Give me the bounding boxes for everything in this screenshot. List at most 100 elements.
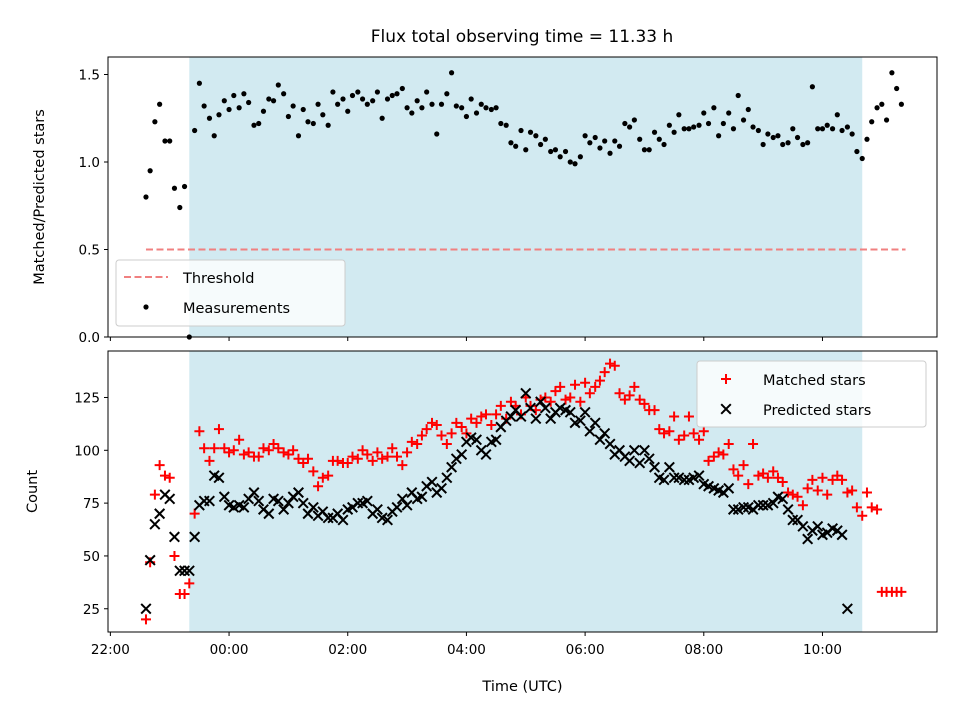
measurement-point	[424, 89, 430, 95]
predicted-star-point	[663, 461, 675, 473]
matched-star-point	[822, 489, 833, 500]
matched-star-point	[302, 453, 313, 464]
matched-star-point	[342, 457, 353, 468]
legend-predicted-marker	[720, 403, 732, 415]
measurement-point	[211, 133, 217, 139]
predicted-star-point	[168, 531, 180, 543]
predicted-star-point	[144, 554, 156, 566]
matched-star-point	[753, 470, 764, 481]
predicted-star-point	[738, 501, 750, 513]
matched-star-point	[491, 409, 502, 420]
x-tick-label: 04:00	[447, 642, 486, 658]
x-tick-label: 02:00	[328, 642, 367, 658]
matched-star-point	[184, 578, 195, 589]
measurement-point	[720, 120, 726, 127]
legend-matched-label: Matched stars	[763, 373, 866, 389]
measurement-point	[641, 147, 648, 153]
matched-star-point	[679, 430, 690, 441]
measurement-point	[839, 127, 845, 134]
predicted-star-point	[530, 413, 542, 425]
matched-star-point	[391, 451, 402, 462]
top-axis-ticks: 0.0 0.5 1.0 1.5	[79, 68, 823, 346]
matched-star-point	[317, 472, 328, 483]
matched-star-point	[851, 502, 862, 513]
measurement-point	[171, 185, 178, 191]
measurement-point	[780, 141, 786, 148]
measurement-point	[181, 183, 188, 190]
matched-star-point	[580, 377, 591, 388]
measurement-point	[527, 129, 534, 135]
matched-star-point	[456, 422, 467, 433]
measurement-point	[216, 112, 222, 118]
matched-star-point	[431, 419, 442, 430]
measurement-point	[459, 105, 465, 111]
bottom-y-tick-label: 25	[83, 602, 100, 618]
measurement-point	[340, 96, 346, 102]
measurement-point	[854, 148, 860, 155]
measurement-point	[147, 168, 153, 174]
measurement-point	[533, 133, 539, 139]
matched-star-point	[164, 472, 175, 483]
predicted-star-point	[594, 434, 606, 446]
matched-star-point	[599, 367, 610, 378]
predicted-star-point	[767, 497, 779, 509]
matched-star-point	[362, 449, 373, 460]
matched-star-point	[234, 434, 245, 445]
measurement-point	[275, 82, 281, 88]
matched-star-point	[783, 487, 794, 498]
matched-star-point	[253, 451, 264, 462]
matched-star-point	[762, 472, 773, 483]
matched-star-point	[159, 470, 170, 481]
matched-star-point	[733, 470, 744, 481]
matched-star-point	[194, 426, 205, 437]
predicted-star-point	[371, 503, 383, 515]
measurement-point	[320, 112, 326, 118]
matched-star-point	[698, 426, 709, 437]
predicted-star-point	[292, 487, 304, 499]
predicted-star-point	[723, 482, 735, 494]
matched-star-point	[866, 502, 877, 513]
measurement-point	[498, 120, 504, 127]
predicted-star-point	[322, 512, 334, 524]
measurement-point	[300, 106, 306, 113]
measurement-point	[562, 148, 569, 155]
predicted-star-point	[777, 493, 789, 505]
matched-star-point	[238, 449, 249, 460]
top-panel: 0.0 0.5 1.0 1.5 Matched/Predicted stars Thr…	[32, 56, 938, 346]
predicted-star-point	[649, 461, 661, 473]
measurement-point	[696, 122, 702, 128]
matched-star-point	[397, 460, 408, 471]
matched-star-point	[416, 430, 427, 441]
matched-star-point	[713, 447, 724, 458]
measurement-point	[755, 127, 761, 134]
measurement-point	[537, 141, 544, 148]
matched-star-point	[288, 445, 299, 456]
matched-star-point	[777, 476, 788, 487]
measurement-point	[394, 91, 400, 97]
x-tick-label: 22:00	[91, 642, 130, 658]
matched-star-point	[387, 443, 398, 454]
measurement-point	[315, 101, 321, 107]
matched-star-point	[590, 381, 601, 392]
matched-star-point	[629, 381, 640, 392]
predicted-star-point	[140, 603, 152, 615]
predicted-star-point	[525, 402, 537, 414]
predicted-star-point	[490, 434, 502, 446]
matched-star-point	[673, 434, 684, 445]
x-tick-label: 06:00	[566, 642, 605, 658]
predicted-star-point	[441, 472, 453, 484]
measurement-point	[800, 141, 806, 148]
measurement-point	[883, 117, 890, 123]
matched-star-point	[694, 434, 705, 445]
bottom-y-axis-label: Count	[25, 470, 41, 513]
matched-star-point	[406, 436, 417, 447]
matched-star-point	[683, 411, 694, 422]
measurement-point	[192, 127, 198, 134]
predicted-star-point	[381, 514, 394, 526]
measurement-point	[345, 108, 351, 114]
matched-star-point	[436, 430, 447, 441]
predicted-star-point	[520, 387, 532, 399]
matched-star-point	[495, 400, 506, 411]
measurement-point	[453, 103, 459, 109]
